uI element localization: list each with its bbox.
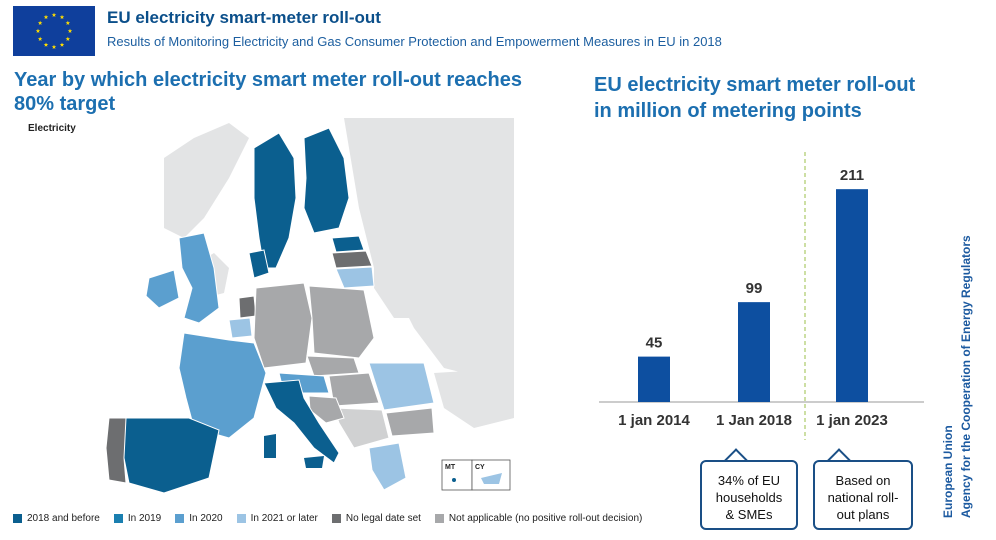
chart-category-label: 1 jan 2023	[816, 412, 888, 429]
eu-star-icon	[43, 14, 49, 20]
chart-data-label: 99	[746, 280, 763, 297]
map-region-greece	[368, 442, 407, 491]
chart-category-label: 1 Jan 2018	[716, 412, 792, 429]
chart-data-label: 211	[840, 167, 864, 184]
callout-2018-line2: households	[715, 490, 783, 505]
inset-label-mt: MT	[445, 464, 456, 471]
map-legend: 2018 and before In 2019 In 2020 In 2021 or …	[13, 513, 656, 524]
eu-star-icon	[65, 36, 71, 41]
non-eu-land-east	[344, 118, 514, 378]
acer-line1: European Union	[941, 425, 955, 518]
map-region-belgium	[228, 317, 253, 339]
map-region-italy	[263, 379, 340, 464]
legend-swatch	[13, 514, 22, 523]
chart-bar	[836, 189, 868, 402]
header-title: EU electricity smart-meter roll-out	[107, 8, 381, 27]
callout-2023-line1: Based on	[835, 473, 891, 488]
acer-line2: Agency for the Cooperation of Energy Reg…	[959, 235, 973, 518]
map-region-czechia	[306, 355, 360, 377]
map-region-poland	[308, 285, 375, 359]
header-subtitle: Results of Monitoring Electricity and Ga…	[107, 34, 722, 49]
eu-flag-logo	[13, 6, 95, 56]
eu-star-icon	[37, 36, 43, 41]
callout-2023: Based on national roll- out plans	[813, 460, 913, 530]
bar-chart: 45 1 jan 2014 99 1 Jan 2018 211 1 jan 2023	[594, 140, 934, 440]
callout-2018-line3: & SMEs	[725, 507, 773, 522]
map-region-netherlands	[238, 295, 257, 319]
eu-star-icon	[51, 12, 57, 17]
eu-star-icon	[67, 28, 73, 33]
map-region-france	[178, 332, 267, 439]
legend-item: 2018 and before	[13, 513, 100, 524]
map-region-finland	[303, 127, 350, 234]
eu-star-icon	[51, 44, 57, 49]
map-region-bulgaria	[385, 407, 435, 437]
eu-star-icon	[35, 28, 41, 33]
legend-swatch	[434, 514, 444, 523]
legend-label: In 2019	[127, 513, 162, 524]
acer-logo-text: European Union Agency for the Cooperatio…	[930, 150, 990, 520]
non-eu-land-turkey	[434, 368, 514, 428]
map-region-lithuania	[335, 266, 375, 289]
europe-map: MT CY	[14, 118, 514, 498]
map-region-sardinia	[264, 434, 276, 458]
chart-title: EU electricity smart meter roll-out in m…	[594, 74, 916, 122]
chart-bar	[738, 302, 770, 402]
legend-label: In 2021 or later	[250, 513, 318, 524]
map-region-sweden	[253, 132, 297, 269]
legend-label: No legal date set	[345, 513, 421, 524]
callout-2023-line2: national roll-	[827, 490, 899, 505]
legend-swatch	[331, 514, 341, 523]
map-region-cyprus	[481, 473, 502, 484]
map-energy-tag: Electricity	[28, 123, 76, 134]
eu-star-icon	[43, 42, 49, 47]
chart-category-label: 1 jan 2014	[618, 412, 690, 429]
legend-label: Not applicable (no positive roll-out dec…	[448, 513, 643, 524]
chart-bar	[638, 356, 670, 402]
inset-box-cy	[471, 459, 511, 491]
map-region-estonia	[331, 235, 365, 253]
legend-item: In 2019	[113, 513, 162, 524]
map-title: Year by which electricity smart meter ro…	[14, 69, 522, 115]
legend-label: 2018 and before	[27, 513, 100, 524]
legend-label: In 2020	[189, 513, 223, 524]
eu-star-icon	[59, 14, 65, 20]
eu-star-icon	[59, 42, 65, 47]
eu-stars-icon	[13, 6, 95, 56]
legend-swatch	[175, 514, 185, 523]
chart-data-label: 45	[646, 335, 663, 352]
legend-swatch	[236, 514, 246, 523]
map-region-uk	[178, 232, 220, 324]
callout-2018-line1: 34% of EU	[717, 473, 781, 488]
map-region-hungary	[328, 372, 380, 407]
inset-label-cy: CY	[475, 464, 485, 471]
map-region-ireland	[145, 269, 180, 309]
map-region-sicily	[304, 456, 324, 468]
legend-item: No legal date set	[331, 513, 421, 524]
non-eu-land-norway	[164, 123, 249, 238]
map-region-denmark	[248, 249, 270, 279]
map-region-latvia	[331, 250, 373, 269]
legend-item: In 2020	[175, 513, 223, 524]
legend-item: Not applicable (no positive roll-out dec…	[434, 513, 643, 524]
legend-item: In 2021 or later	[236, 513, 318, 524]
legend-swatch	[113, 514, 123, 523]
map-region-romania	[368, 362, 435, 411]
callout-2023-line3: out plans	[836, 507, 890, 522]
map-region-balkans	[333, 407, 390, 449]
map-region-malta	[452, 478, 456, 482]
non-eu-land-belarus	[374, 248, 444, 318]
eu-star-icon	[37, 20, 43, 25]
eu-star-icon	[65, 20, 71, 25]
map-region-germany	[253, 282, 313, 369]
map-region-portugal	[105, 417, 127, 484]
callout-2018: 34% of EU households & SMEs	[700, 460, 798, 530]
